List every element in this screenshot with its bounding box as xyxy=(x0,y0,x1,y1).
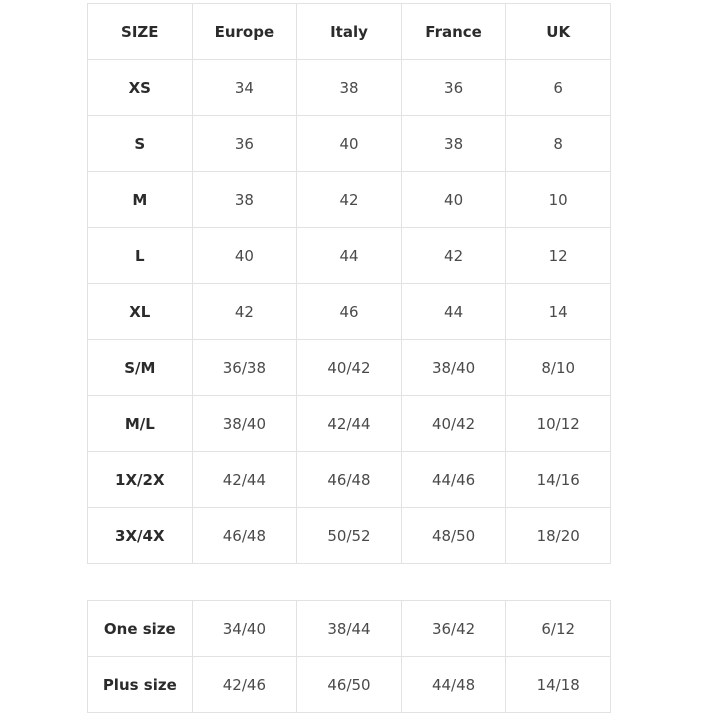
size-value-cell: 8 xyxy=(505,115,611,172)
size-value-cell: 34/40 xyxy=(191,600,298,657)
size-value-cell: 38/44 xyxy=(296,600,402,657)
size-label-cell: XL xyxy=(87,283,193,340)
size-value-cell: 42/44 xyxy=(296,395,402,452)
column-header: SIZE xyxy=(87,3,193,60)
size-value-cell: 10 xyxy=(505,171,611,228)
size-value-cell: 42 xyxy=(296,171,402,228)
size-value-cell: 14/18 xyxy=(505,656,611,713)
table-row: Plus size 42/46 46/50 44/48 14/18 xyxy=(87,656,611,713)
size-label-cell: M xyxy=(87,171,193,228)
size-label-cell: S xyxy=(87,115,193,172)
size-value-cell: 50/52 xyxy=(296,507,402,564)
size-value-cell: 6 xyxy=(505,59,611,116)
size-value-cell: 38/40 xyxy=(191,395,298,452)
size-value-cell: 44 xyxy=(296,227,402,284)
size-label-cell: L xyxy=(87,227,193,284)
size-value-cell: 38 xyxy=(400,115,507,172)
size-value-cell: 42/44 xyxy=(191,451,298,508)
size-value-cell: 40 xyxy=(191,227,298,284)
size-value-cell: 14/16 xyxy=(505,451,611,508)
column-header: France xyxy=(400,3,507,60)
size-value-cell: 38/40 xyxy=(400,339,507,396)
size-value-cell: 8/10 xyxy=(505,339,611,396)
size-label-cell: Plus size xyxy=(87,656,193,713)
table-row: S/M 36/38 40/42 38/40 8/10 xyxy=(87,339,611,396)
size-label-cell: One size xyxy=(87,600,193,657)
table-row: L 40 44 42 12 xyxy=(87,227,611,284)
size-value-cell: 38 xyxy=(191,171,298,228)
table-row: XS 34 38 36 6 xyxy=(87,59,611,116)
size-value-cell: 36/38 xyxy=(191,339,298,396)
size-label-cell: 3X/4X xyxy=(87,507,193,564)
size-value-cell: 6/12 xyxy=(505,600,611,657)
table-row: 1X/2X 42/44 46/48 44/46 14/16 xyxy=(87,451,611,508)
size-value-cell: 36 xyxy=(400,59,507,116)
size-value-cell: 38 xyxy=(296,59,402,116)
special-sizes-table: One size 34/40 38/44 36/42 6/12 Plus size 42/4… xyxy=(87,600,611,713)
size-label-cell: XS xyxy=(87,59,193,116)
size-value-cell: 12 xyxy=(505,227,611,284)
size-value-cell: 14 xyxy=(505,283,611,340)
size-value-cell: 46/48 xyxy=(296,451,402,508)
column-header: UK xyxy=(505,3,611,60)
header-row: SIZE Europe Italy France UK xyxy=(87,3,611,60)
size-value-cell: 44/46 xyxy=(400,451,507,508)
table-row: XL 42 46 44 14 xyxy=(87,283,611,340)
size-value-cell: 44 xyxy=(400,283,507,340)
size-value-cell: 42 xyxy=(400,227,507,284)
size-value-cell: 36/42 xyxy=(400,600,507,657)
size-value-cell: 42 xyxy=(191,283,298,340)
table-row: M 38 42 40 10 xyxy=(87,171,611,228)
size-label-cell: 1X/2X xyxy=(87,451,193,508)
size-value-cell: 10/12 xyxy=(505,395,611,452)
column-header: Europe xyxy=(191,3,298,60)
size-value-cell: 18/20 xyxy=(505,507,611,564)
size-value-cell: 46/48 xyxy=(191,507,298,564)
table-row: S 36 40 38 8 xyxy=(87,115,611,172)
size-value-cell: 42/46 xyxy=(191,656,298,713)
table-row: 3X/4X 46/48 50/52 48/50 18/20 xyxy=(87,507,611,564)
size-label-cell: M/L xyxy=(87,395,193,452)
size-conversion-table: SIZE Europe Italy France UK XS 34 38 36 6 S 36 40 38 8… xyxy=(87,3,611,564)
size-value-cell: 44/48 xyxy=(400,656,507,713)
size-label-cell: S/M xyxy=(87,339,193,396)
size-value-cell: 46 xyxy=(296,283,402,340)
size-value-cell: 46/50 xyxy=(296,656,402,713)
table-row: One size 34/40 38/44 36/42 6/12 xyxy=(87,600,611,657)
size-value-cell: 34 xyxy=(191,59,298,116)
size-value-cell: 40/42 xyxy=(400,395,507,452)
size-value-cell: 40 xyxy=(296,115,402,172)
size-value-cell: 40 xyxy=(400,171,507,228)
column-header: Italy xyxy=(296,3,402,60)
size-value-cell: 48/50 xyxy=(400,507,507,564)
size-value-cell: 40/42 xyxy=(296,339,402,396)
size-value-cell: 36 xyxy=(191,115,298,172)
table-row: M/L 38/40 42/44 40/42 10/12 xyxy=(87,395,611,452)
